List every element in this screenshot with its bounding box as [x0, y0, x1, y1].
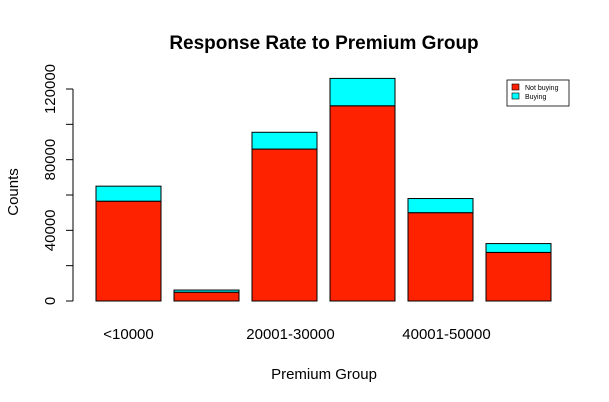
legend-label-not-buying: Not buying	[525, 85, 559, 92]
bar-not-buying-5	[485, 251, 552, 302]
bar-not-buying-4	[407, 212, 474, 302]
bar-buying-1	[173, 289, 240, 293]
x-tick-label: 40001-50000	[402, 326, 490, 343]
legend-label-buying: Buying	[525, 94, 547, 101]
y-tick-label: 80000	[42, 139, 59, 181]
bar-not-buying-2	[251, 148, 318, 302]
y-tick-label: 0	[42, 297, 59, 305]
x-axis-label: Premium Group	[271, 366, 377, 383]
legend-swatch-not-buying	[511, 83, 520, 91]
bar-buying-4	[407, 198, 474, 214]
chart-title: Response Rate to Premium Group	[169, 33, 478, 54]
bar-buying-3	[329, 77, 396, 107]
y-axis: 0 40000 80000 120000	[42, 64, 74, 305]
bar-not-buying-1	[173, 291, 240, 302]
bar-not-buying-3	[329, 105, 396, 302]
bar-buying-2	[251, 131, 318, 150]
bars-group	[95, 77, 552, 302]
x-tick-label: <10000	[103, 326, 153, 343]
y-tick-label: 40000	[42, 209, 59, 251]
legend-swatch-buying	[511, 92, 520, 100]
bar-not-buying-0	[95, 200, 162, 302]
x-tick-label: 20001-30000	[246, 326, 334, 343]
y-axis-label: Counts	[5, 168, 22, 216]
y-tick-label: 120000	[42, 64, 59, 114]
bar-buying-5	[485, 243, 552, 253]
x-tick-labels: <10000 20001-30000 40001-50000	[103, 326, 490, 343]
bar-buying-0	[95, 185, 162, 202]
legend: Not buying Buying	[506, 79, 570, 107]
